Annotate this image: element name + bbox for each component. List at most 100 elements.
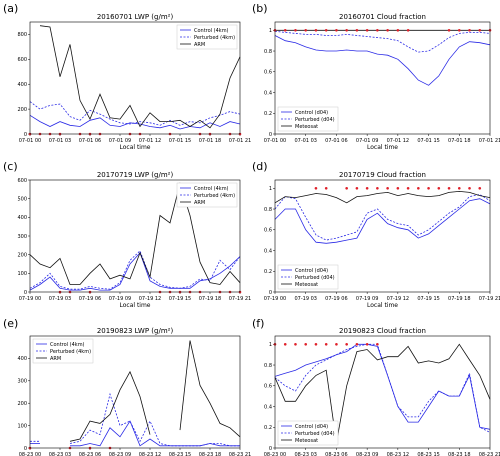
x-tick-label: 07-19 18: [199, 296, 221, 302]
panel-3: (c) 20170719 LWP (g/m²) 0 100 200 300 400 500 60…: [3, 160, 251, 309]
legend-label: ARM: [194, 42, 205, 48]
series-line-1: [70, 420, 240, 447]
y-tick-label: 0: [24, 446, 27, 452]
x-tick-label: 08-23 06: [79, 452, 101, 456]
x-tick-label: 07-19 21: [229, 296, 251, 302]
y-tick-label: 500: [17, 196, 27, 202]
y-tick-label: 0.2: [264, 425, 272, 431]
x-tick-label: 07-01 15: [169, 138, 191, 144]
y-tick-label: 1: [269, 28, 272, 34]
marker-dot: [355, 28, 359, 32]
marker-dot: [376, 186, 379, 190]
panel-6: (f) 20190823 Cloud fraction 0 0.2 0.4 0.6 0.8 1…: [252, 317, 500, 456]
plot-frame: [29, 335, 241, 449]
x-tick-label: 07-19 00: [264, 296, 286, 302]
marker-dot: [447, 186, 451, 190]
series-line-1: [29, 252, 241, 291]
legend-label: Control (4km): [194, 186, 229, 192]
marker-dot: [324, 186, 328, 190]
x-tick-label: 08-23 18: [448, 452, 470, 456]
x-tick-label: 08-23 15: [169, 452, 191, 456]
series-line-2: [29, 250, 241, 290]
marker-dot: [304, 28, 308, 32]
x-tick-label: 07-01 21: [229, 138, 251, 144]
plot-frame: [29, 179, 241, 293]
panel-title: 20160701 LWP (g/m²): [97, 13, 174, 21]
series-line-2: [69, 392, 240, 447]
x-tick-label: 08-23 18: [199, 452, 221, 456]
marker-dot: [294, 342, 297, 346]
y-tick-label: 0: [269, 132, 272, 138]
plot-frame: [274, 21, 491, 135]
y-tick-label: 100: [17, 271, 27, 277]
y-tick-label: 400: [17, 356, 27, 362]
marker-dot: [376, 342, 379, 346]
panel-label: (c): [3, 160, 18, 173]
marker-dot: [365, 186, 369, 190]
y-tick-label: 0.6: [264, 228, 272, 234]
x-tick-label: 07-19 09: [109, 296, 131, 302]
legend: Control (4km)Perturbed (4km)ARM: [176, 182, 238, 208]
series-line-3: [274, 343, 491, 443]
marker-dot: [396, 28, 400, 32]
x-tick-label: 08-23 15: [417, 452, 439, 456]
series-line-2: [274, 343, 491, 433]
marker-dot: [376, 28, 379, 32]
x-tick-label: 07-01 03: [49, 138, 71, 144]
marker-dot: [478, 28, 482, 32]
x-tick-label: 08-23 21: [479, 452, 500, 456]
marker-dot: [294, 28, 297, 32]
legend: Control (d04)Perturbed (d04)Meteosat: [277, 264, 339, 290]
x-tick-label: 07-01 00: [264, 138, 286, 144]
x-tick-label: 07-19 06: [325, 296, 347, 302]
panel-label: (f): [252, 317, 264, 330]
marker-dot: [365, 342, 369, 346]
y-tick-label: 400: [17, 215, 27, 221]
plot-frame: [274, 335, 491, 449]
marker-dot: [335, 28, 338, 32]
marker-dot: [304, 342, 308, 346]
y-tick-label: 200: [17, 252, 27, 258]
y-tick-label: 400: [17, 82, 27, 88]
x-tick-label: 08-23 03: [294, 452, 316, 456]
x-tick-label: 07-01 18: [448, 138, 470, 144]
series-line-3: [29, 182, 241, 285]
legend-label: Meteosat: [295, 282, 318, 288]
x-tick-label: 07-19 21: [479, 296, 500, 302]
x-tick-label: 07-01 00: [19, 138, 41, 144]
series-line-2: [274, 30, 491, 53]
series-line-1: [274, 198, 491, 244]
y-tick-label: 0.8: [264, 207, 272, 213]
x-tick-label: 07-19 06: [79, 296, 101, 302]
marker-dot: [447, 28, 451, 32]
x-tick-label: 08-23 12: [139, 452, 161, 456]
legend-label: Perturbed (d04): [295, 431, 335, 437]
legend-label: Meteosat: [295, 438, 318, 444]
panel-label: (a): [3, 2, 18, 15]
marker-dot: [468, 186, 471, 190]
marker-dot: [365, 28, 369, 32]
marker-dot: [417, 186, 420, 190]
legend-label: Control (d04): [295, 424, 328, 430]
y-tick-label: 0.2: [264, 111, 272, 117]
marker-dot: [324, 342, 328, 346]
legend-box: [277, 264, 339, 290]
y-tick-label: 1: [269, 186, 272, 192]
panel-5: (e) 20190823 LWP (g/m²) 0 100 200 300 400 08-23…: [3, 317, 251, 456]
y-tick-label: 600: [17, 178, 27, 184]
y-tick-label: 100: [17, 423, 27, 429]
x-tick-label: 07-01 09: [356, 138, 378, 144]
x-tick-label: 07-01 06: [325, 138, 347, 144]
legend-label: Perturbed (4km): [194, 35, 235, 41]
legend: Control (d04)Perturbed (d04)Meteosat: [277, 420, 339, 446]
series-line-3: [69, 370, 151, 442]
marker-dot: [283, 28, 287, 32]
panel-label: (d): [252, 160, 268, 173]
x-tick-label: 07-19 12: [139, 296, 161, 302]
marker-dot: [406, 28, 410, 32]
x-tick-label: 08-23 06: [325, 452, 347, 456]
x-tick-label: 07-01 21: [479, 138, 500, 144]
y-tick-label: 800: [17, 32, 27, 38]
y-tick-label: 0.6: [264, 70, 272, 76]
legend: Control (d04)Perturbed (d04)Meteosat: [277, 106, 339, 132]
